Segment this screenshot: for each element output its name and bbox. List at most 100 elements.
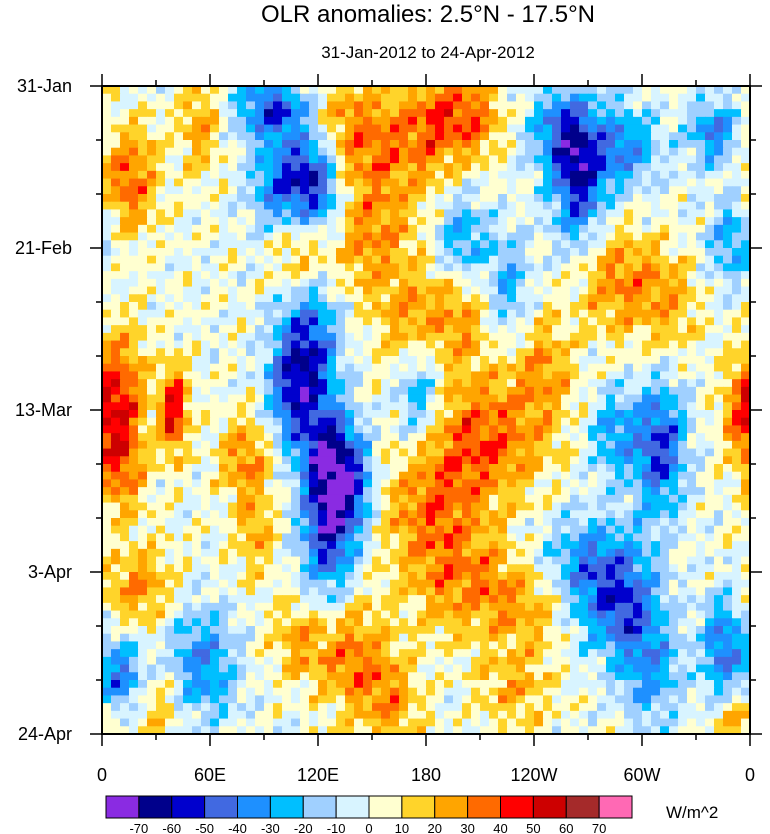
anomaly-cell bbox=[336, 86, 346, 95]
anomaly-cell bbox=[723, 178, 733, 187]
anomaly-cell bbox=[624, 371, 634, 380]
anomaly-cell bbox=[165, 494, 175, 504]
anomaly-cell bbox=[390, 410, 400, 419]
anomaly-cell bbox=[345, 587, 355, 596]
anomaly-cell bbox=[687, 340, 697, 349]
anomaly-cell bbox=[507, 209, 517, 218]
anomaly-cell bbox=[534, 518, 544, 527]
anomaly-cell bbox=[732, 155, 742, 164]
anomaly-cell bbox=[282, 116, 292, 126]
anomaly-cell bbox=[678, 587, 688, 596]
anomaly-cell bbox=[300, 109, 310, 118]
anomaly-cell bbox=[255, 170, 265, 180]
anomaly-cell bbox=[624, 548, 634, 558]
anomaly-cell bbox=[507, 294, 517, 303]
anomaly-cell bbox=[318, 471, 328, 481]
anomaly-cell bbox=[111, 278, 121, 288]
anomaly-cell bbox=[642, 317, 652, 326]
anomaly-cell bbox=[453, 548, 463, 558]
anomaly-cell bbox=[687, 101, 697, 110]
anomaly-cell bbox=[120, 194, 130, 203]
anomaly-cell bbox=[498, 255, 508, 265]
anomaly-cell bbox=[363, 525, 373, 535]
anomaly-cell bbox=[642, 209, 652, 218]
anomaly-cell bbox=[138, 248, 148, 257]
anomaly-cell bbox=[498, 248, 508, 257]
anomaly-cell bbox=[363, 587, 373, 596]
anomaly-cell bbox=[120, 93, 130, 103]
anomaly-cell bbox=[156, 379, 166, 388]
anomaly-cell bbox=[606, 587, 616, 596]
anomaly-cell bbox=[237, 371, 247, 380]
anomaly-cell bbox=[741, 263, 750, 272]
anomaly-cell bbox=[291, 433, 301, 442]
anomaly-cell bbox=[264, 217, 274, 226]
anomaly-cell bbox=[318, 595, 328, 604]
anomaly-cell bbox=[453, 263, 463, 272]
anomaly-cell bbox=[687, 533, 697, 542]
anomaly-cell bbox=[318, 332, 328, 342]
anomaly-cell bbox=[543, 263, 553, 272]
anomaly-cell bbox=[633, 448, 643, 457]
anomaly-cell bbox=[498, 510, 508, 519]
anomaly-cell bbox=[255, 525, 265, 535]
anomaly-cell bbox=[183, 186, 193, 195]
anomaly-cell bbox=[444, 572, 454, 581]
anomaly-cell bbox=[264, 240, 274, 249]
anomaly-cell bbox=[435, 425, 445, 434]
anomaly-cell bbox=[354, 417, 364, 427]
anomaly-cell bbox=[588, 402, 598, 411]
anomaly-cell bbox=[165, 294, 175, 303]
anomaly-cell bbox=[453, 363, 463, 373]
anomaly-cell bbox=[408, 533, 418, 542]
anomaly-cell bbox=[615, 170, 625, 180]
anomaly-cell bbox=[687, 170, 697, 180]
anomaly-cell bbox=[111, 417, 121, 427]
anomaly-cell bbox=[174, 93, 184, 103]
anomaly-cell bbox=[363, 332, 373, 342]
anomaly-cell bbox=[246, 86, 256, 95]
anomaly-cell bbox=[381, 579, 391, 589]
anomaly-cell bbox=[183, 587, 193, 596]
anomaly-cell bbox=[642, 494, 652, 504]
anomaly-cell bbox=[273, 595, 283, 604]
anomaly-cell bbox=[237, 140, 247, 149]
anomaly-cell bbox=[390, 302, 400, 311]
anomaly-cell bbox=[201, 456, 211, 465]
anomaly-cell bbox=[588, 101, 598, 110]
anomaly-cell bbox=[300, 602, 310, 612]
anomaly-cell bbox=[741, 271, 750, 280]
anomaly-cell bbox=[714, 109, 724, 118]
anomaly-cell bbox=[615, 263, 625, 272]
anomaly-cell bbox=[489, 93, 499, 103]
anomaly-cell bbox=[336, 618, 346, 627]
anomaly-cell bbox=[129, 386, 139, 396]
anomaly-cell bbox=[318, 163, 328, 172]
anomaly-cell bbox=[561, 209, 571, 218]
anomaly-cell bbox=[309, 232, 319, 241]
anomaly-cell bbox=[111, 209, 121, 218]
anomaly-cell bbox=[273, 556, 283, 565]
anomaly-cell bbox=[246, 132, 256, 141]
anomaly-cell bbox=[210, 209, 220, 218]
anomaly-cell bbox=[696, 86, 706, 95]
anomaly-cell bbox=[705, 541, 715, 550]
anomaly-cell bbox=[525, 564, 535, 573]
anomaly-cell bbox=[336, 194, 346, 203]
anomaly-cell bbox=[651, 610, 661, 619]
anomaly-cell bbox=[678, 209, 688, 218]
anomaly-cell bbox=[210, 440, 220, 450]
anomaly-cell bbox=[237, 533, 247, 542]
anomaly-cell bbox=[102, 86, 112, 95]
anomaly-cell bbox=[228, 132, 238, 141]
anomaly-cell bbox=[489, 425, 499, 434]
anomaly-cell bbox=[102, 487, 112, 496]
anomaly-cell bbox=[291, 410, 301, 419]
anomaly-cell bbox=[660, 464, 670, 473]
anomaly-cell bbox=[615, 602, 625, 612]
anomaly-cell bbox=[489, 371, 499, 380]
anomaly-cell bbox=[102, 386, 112, 396]
anomaly-cell bbox=[138, 232, 148, 241]
anomaly-cell bbox=[687, 124, 697, 133]
anomaly-cell bbox=[300, 140, 310, 149]
